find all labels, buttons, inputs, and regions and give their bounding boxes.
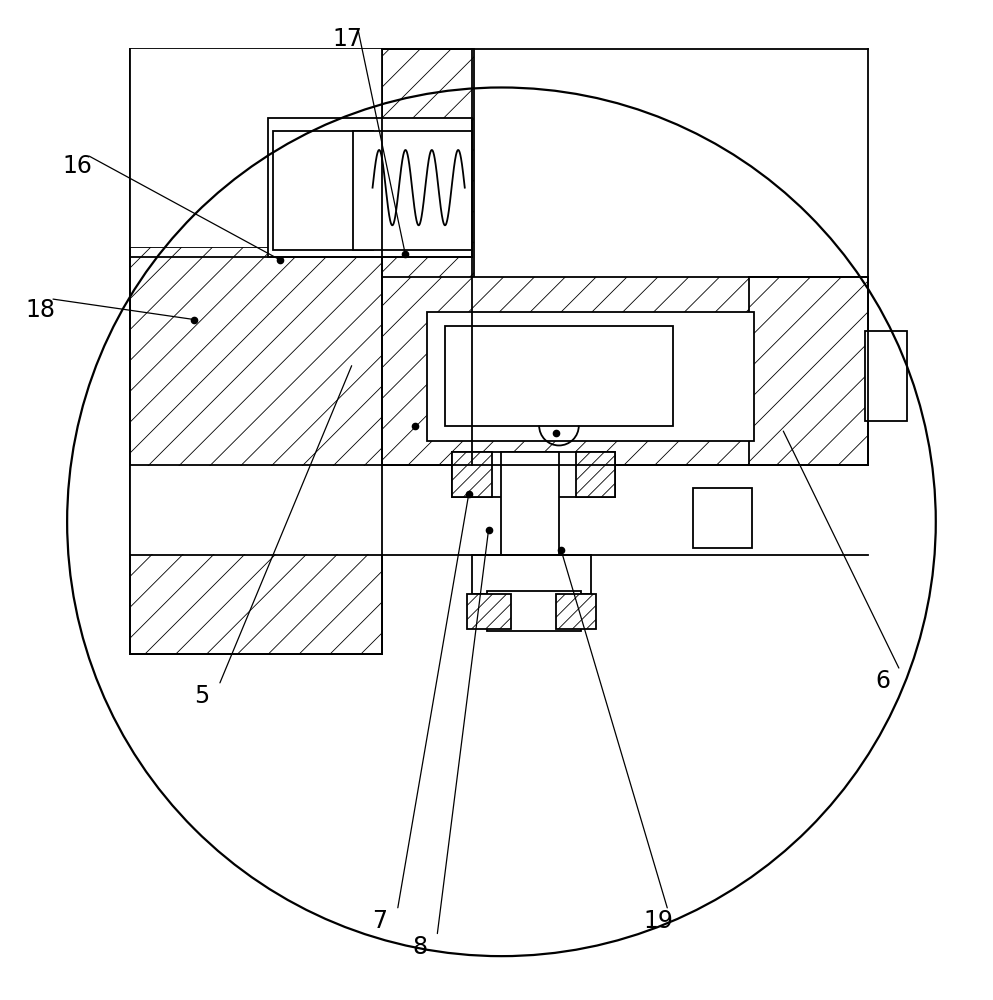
Text: 17: 17 xyxy=(333,27,362,51)
Text: 19: 19 xyxy=(643,909,673,933)
Bar xyxy=(427,312,755,441)
Bar xyxy=(487,591,581,631)
Bar xyxy=(865,331,907,421)
Text: 6: 6 xyxy=(875,669,891,693)
Bar xyxy=(382,277,868,465)
Bar xyxy=(472,555,591,594)
Bar xyxy=(693,488,753,548)
Bar xyxy=(130,466,452,554)
Bar xyxy=(130,49,382,247)
Bar xyxy=(467,594,511,629)
Bar xyxy=(130,247,382,654)
Bar xyxy=(452,452,492,497)
Text: 18: 18 xyxy=(26,298,56,322)
Bar xyxy=(618,466,868,554)
Bar xyxy=(576,452,616,497)
Bar xyxy=(130,49,382,654)
Bar xyxy=(556,594,596,629)
Bar xyxy=(273,131,372,250)
Bar xyxy=(452,452,616,497)
Text: 8: 8 xyxy=(412,935,427,959)
Text: 16: 16 xyxy=(63,154,92,178)
Text: 7: 7 xyxy=(372,909,387,933)
Bar xyxy=(382,49,474,465)
Bar xyxy=(268,118,472,257)
Bar xyxy=(501,452,559,555)
Bar xyxy=(353,131,472,250)
Bar xyxy=(445,326,673,426)
Bar xyxy=(750,277,868,465)
Text: 5: 5 xyxy=(194,684,210,708)
